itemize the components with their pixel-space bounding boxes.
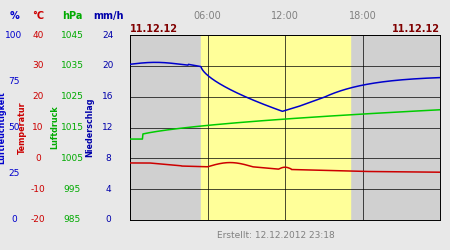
Text: 995: 995	[63, 185, 81, 194]
Text: 985: 985	[63, 216, 81, 224]
Text: 0: 0	[11, 216, 17, 224]
Text: 100: 100	[5, 30, 22, 40]
Text: 10: 10	[32, 123, 44, 132]
Text: °C: °C	[32, 11, 44, 21]
Text: 0: 0	[105, 216, 111, 224]
Text: hPa: hPa	[62, 11, 82, 21]
Text: 4: 4	[105, 185, 111, 194]
Text: 06:00: 06:00	[194, 11, 221, 21]
Text: %: %	[9, 11, 19, 21]
Bar	[201, 35, 350, 220]
Text: -10: -10	[31, 185, 45, 194]
Text: 40: 40	[32, 30, 44, 40]
Text: 75: 75	[8, 77, 20, 86]
Text: 20: 20	[102, 61, 114, 70]
Text: 12:00: 12:00	[271, 11, 299, 21]
Text: 11.12.12: 11.12.12	[392, 24, 440, 34]
Text: Temperatur: Temperatur	[18, 101, 27, 154]
Text: 16: 16	[102, 92, 114, 101]
Text: 1015: 1015	[60, 123, 84, 132]
Text: 8: 8	[105, 154, 111, 163]
Text: 18:00: 18:00	[349, 11, 376, 21]
Text: Niederschlag: Niederschlag	[86, 98, 94, 157]
Text: 24: 24	[103, 30, 113, 40]
Text: mm/h: mm/h	[93, 11, 123, 21]
Text: Luftfeuchtigkeit: Luftfeuchtigkeit	[0, 91, 6, 164]
Text: 1035: 1035	[60, 61, 84, 70]
Text: 1005: 1005	[60, 154, 84, 163]
Text: 1045: 1045	[61, 30, 83, 40]
Text: 25: 25	[8, 169, 20, 178]
Text: -20: -20	[31, 216, 45, 224]
Text: 0: 0	[35, 154, 41, 163]
Text: Erstellt: 12.12.2012 23:18: Erstellt: 12.12.2012 23:18	[217, 231, 334, 240]
Text: 12: 12	[102, 123, 114, 132]
Text: 1025: 1025	[61, 92, 83, 101]
Text: Luftdruck: Luftdruck	[50, 106, 59, 149]
Text: 50: 50	[8, 123, 20, 132]
Text: 20: 20	[32, 92, 44, 101]
Text: 11.12.12: 11.12.12	[130, 24, 178, 34]
Text: 30: 30	[32, 61, 44, 70]
